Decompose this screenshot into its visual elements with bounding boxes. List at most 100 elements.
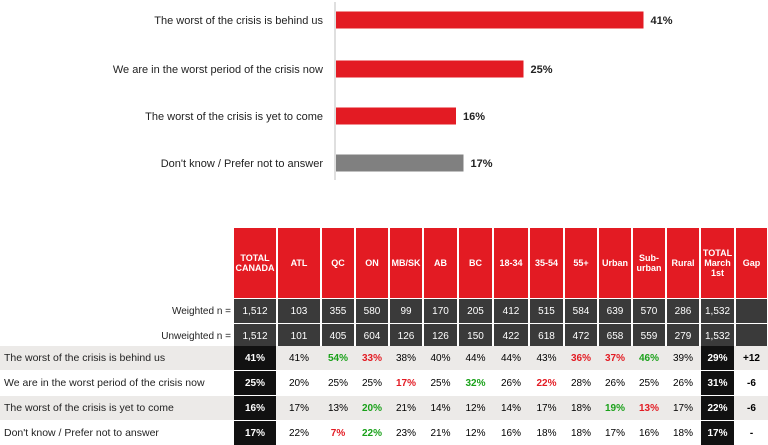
table-cell: 580 xyxy=(356,299,388,323)
table-cell: 1,512 xyxy=(234,299,276,323)
column-header: BC xyxy=(459,228,492,298)
table-cell: 205 xyxy=(459,299,492,323)
bar-value-label: 17% xyxy=(471,158,493,170)
base-row: Weighted n = 1,512 103 355 580 99 170 205 412 515… xyxy=(0,299,768,323)
table-cell: 23% xyxy=(395,427,416,439)
table-row: The worst of the crisis is behind us 41% 4… xyxy=(0,346,768,370)
table-cell: 16% xyxy=(500,427,521,439)
table-cell: 7% xyxy=(330,427,346,439)
row-label: We are in the worst period of the crisis… xyxy=(4,377,205,389)
column-header: 18-34 xyxy=(494,228,528,298)
column-header: Sub-urban xyxy=(633,228,665,298)
table-header-row: TOTAL CANADA ATL QC ON MB/SK AB BC 18-34 35-54 55… xyxy=(0,228,768,298)
table-cell: 26% xyxy=(500,377,521,389)
table-cell: 37% xyxy=(604,352,625,364)
table-cell: 20% xyxy=(361,402,382,414)
table-cell: 355 xyxy=(322,299,354,323)
bar xyxy=(336,60,524,78)
table-cell: 126 xyxy=(390,324,422,348)
column-header: Urban xyxy=(599,228,631,298)
table-row: Don't know / Prefer not to answer 17% 22% 7… xyxy=(0,421,768,445)
row-label: Don't know / Prefer not to answer xyxy=(4,427,159,439)
table-cell: 17% xyxy=(234,421,276,445)
bar-value-label: 41% xyxy=(651,15,673,27)
table-row: The worst of the crisis is yet to come 16… xyxy=(0,396,768,420)
table-cell: 22% xyxy=(288,427,309,439)
table-cell: 25% xyxy=(430,377,451,389)
table-cell: 658 xyxy=(599,324,631,348)
table-cell: 18% xyxy=(570,427,591,439)
table-cell: 17% xyxy=(395,377,416,389)
category-label: We are in the worst period of the crisis… xyxy=(113,64,323,76)
table-cell: 472 xyxy=(565,324,597,348)
table-cell: 17% xyxy=(536,402,557,414)
table-cell: 16% xyxy=(234,396,276,420)
table-cell: 13% xyxy=(327,402,348,414)
table-cell: -6 xyxy=(747,377,756,389)
table-cell: 18% xyxy=(672,427,693,439)
table-cell: 25% xyxy=(638,377,659,389)
row-shading xyxy=(0,396,768,420)
category-label: The worst of the crisis is yet to come xyxy=(145,111,323,123)
column-header: TOTAL CANADA xyxy=(234,228,276,298)
column-header: Gap xyxy=(736,228,767,298)
table-cell: 22% xyxy=(536,377,557,389)
bar xyxy=(336,11,644,29)
table-cell: 101 xyxy=(278,324,320,348)
table-cell: 38% xyxy=(395,352,416,364)
table-cell: 22% xyxy=(701,396,734,420)
bar-value-label: 16% xyxy=(463,111,485,123)
table-cell: 22% xyxy=(361,427,382,439)
table-cell: 286 xyxy=(667,299,699,323)
table-cell xyxy=(736,299,767,323)
row-label: The worst of the crisis is yet to come xyxy=(4,402,174,414)
row-label: Weighted n = xyxy=(171,305,231,317)
table-cell: 13% xyxy=(638,402,659,414)
table-cell: 43% xyxy=(536,352,557,364)
table-cell: 150 xyxy=(459,324,492,348)
table-cell: 32% xyxy=(465,377,486,389)
table-cell: 17% xyxy=(604,427,625,439)
table-cell: 570 xyxy=(633,299,665,323)
table-cell: 14% xyxy=(500,402,521,414)
table-cell: 28% xyxy=(570,377,591,389)
table-cell: 126 xyxy=(424,324,457,348)
table-cell: 44% xyxy=(465,352,486,364)
table-cell: 26% xyxy=(604,377,625,389)
category-label: The worst of the crisis is behind us xyxy=(154,15,323,27)
base-row: Unweighted n = 1,512 101 405 604 126 126 150 422… xyxy=(0,324,768,348)
bar xyxy=(336,107,456,125)
table-cell: 1,532 xyxy=(701,299,734,323)
column-header: MB/SK xyxy=(390,228,422,298)
table-cell: 618 xyxy=(530,324,563,348)
table-cell: 12% xyxy=(465,402,486,414)
table-cell: 29% xyxy=(701,346,734,370)
table-cell: 39% xyxy=(672,352,693,364)
row-shading xyxy=(0,346,768,370)
table-cell: 16% xyxy=(638,427,659,439)
column-header: 35-54 xyxy=(530,228,563,298)
table-cell: 103 xyxy=(278,299,320,323)
column-header: ON xyxy=(356,228,388,298)
table-cell: 584 xyxy=(565,299,597,323)
crosstab-table: TOTAL CANADA ATL QC ON MB/SK AB BC 18-34 35-54 55… xyxy=(0,228,768,445)
table-cell: 21% xyxy=(430,427,451,439)
column-header: AB xyxy=(424,228,457,298)
table-cell: 26% xyxy=(672,377,693,389)
bar xyxy=(336,154,464,172)
table-cell: 12% xyxy=(465,427,486,439)
table-cell: 639 xyxy=(599,299,631,323)
table-cell: 46% xyxy=(638,352,659,364)
row-label: Unweighted n = xyxy=(161,330,231,342)
table-cell: 422 xyxy=(494,324,528,348)
table-cell: 41% xyxy=(288,352,309,364)
table-cell: 17% xyxy=(288,402,309,414)
table-cell: 19% xyxy=(604,402,625,414)
table-cell: 36% xyxy=(570,352,591,364)
column-header: QC xyxy=(322,228,354,298)
table-cell: 31% xyxy=(701,371,734,395)
bar-chart: The worst of the crisis is behind us 41% W… xyxy=(113,2,673,180)
table-cell: 44% xyxy=(500,352,521,364)
table-cell: -6 xyxy=(747,402,756,414)
table-cell: 515 xyxy=(530,299,563,323)
